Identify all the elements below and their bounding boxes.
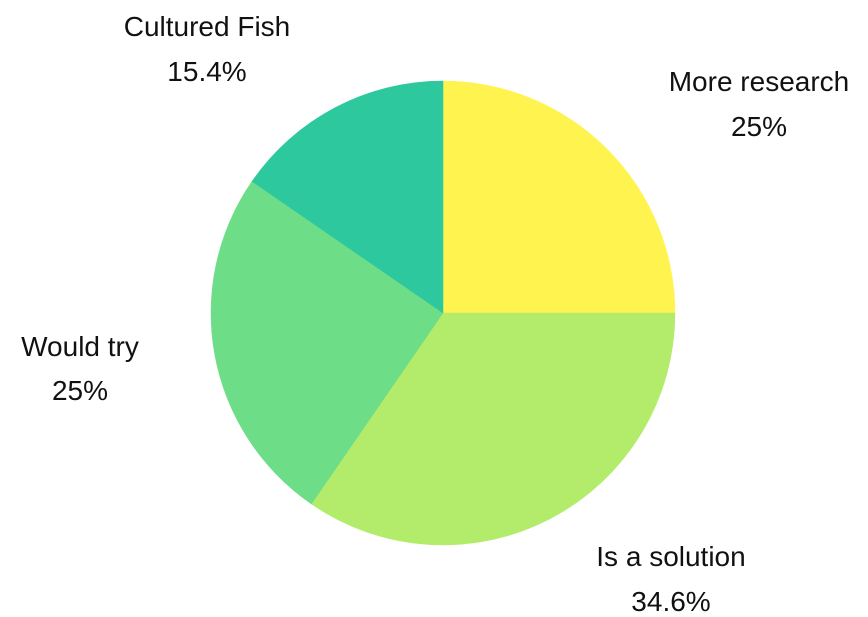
slice-name-more-research: More research bbox=[669, 66, 850, 97]
slice-value-is-a-solution: 34.6% bbox=[631, 586, 710, 617]
slice-name-cultured-fish: Cultured Fish bbox=[124, 11, 291, 42]
slice-label-cultured-fish: Cultured Fish 15.4% bbox=[124, 11, 291, 87]
pie-slices bbox=[210, 80, 676, 546]
slice-value-would-try: 25% bbox=[52, 375, 108, 406]
pie-slice-is-a-solution bbox=[311, 312, 676, 546]
pie-slice-cultured-fish bbox=[251, 80, 444, 314]
slice-value-cultured-fish: 15.4% bbox=[167, 56, 246, 87]
slice-label-would-try: Would try 25% bbox=[21, 331, 139, 406]
slice-name-would-try: Would try bbox=[21, 331, 139, 362]
slice-label-more-research: More research 25% bbox=[669, 66, 850, 142]
pie-slice-more-research bbox=[442, 80, 676, 314]
pie-slice-would-try bbox=[210, 181, 444, 505]
slice-name-is-a-solution: Is a solution bbox=[596, 541, 745, 572]
slice-label-is-a-solution: Is a solution 34.6% bbox=[596, 541, 745, 617]
slice-value-more-research: 25% bbox=[731, 111, 787, 142]
